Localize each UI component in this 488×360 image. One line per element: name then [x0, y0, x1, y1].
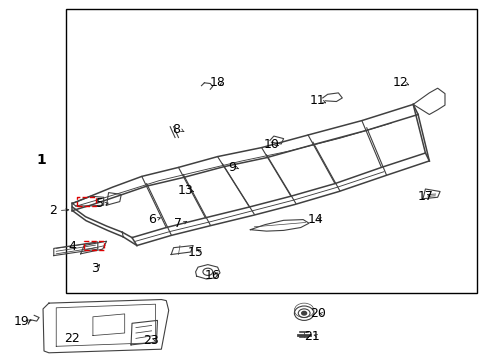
Text: 5: 5 [96, 197, 104, 210]
Text: 19: 19 [14, 315, 30, 328]
Text: 15: 15 [187, 246, 203, 258]
Text: 16: 16 [204, 269, 220, 282]
Text: 6: 6 [147, 213, 155, 226]
Text: 9: 9 [228, 161, 236, 174]
Text: 13: 13 [178, 184, 193, 197]
Text: 2: 2 [49, 204, 57, 217]
Text: 21: 21 [304, 330, 319, 343]
Text: 10: 10 [263, 138, 279, 150]
Text: 23: 23 [142, 334, 158, 347]
Text: 17: 17 [417, 190, 432, 203]
Text: 22: 22 [64, 332, 80, 345]
Text: 1: 1 [37, 153, 46, 167]
Circle shape [301, 311, 306, 315]
Text: 3: 3 [91, 262, 99, 275]
Bar [66, 9, 476, 293]
Text: 14: 14 [307, 213, 323, 226]
Text: 18: 18 [209, 76, 225, 89]
Text: 8: 8 [172, 123, 180, 136]
Text: 12: 12 [392, 76, 408, 89]
Text: 11: 11 [309, 94, 325, 107]
Text: 4: 4 [68, 240, 76, 253]
Text: 20: 20 [309, 307, 325, 320]
Text: 7: 7 [174, 217, 182, 230]
